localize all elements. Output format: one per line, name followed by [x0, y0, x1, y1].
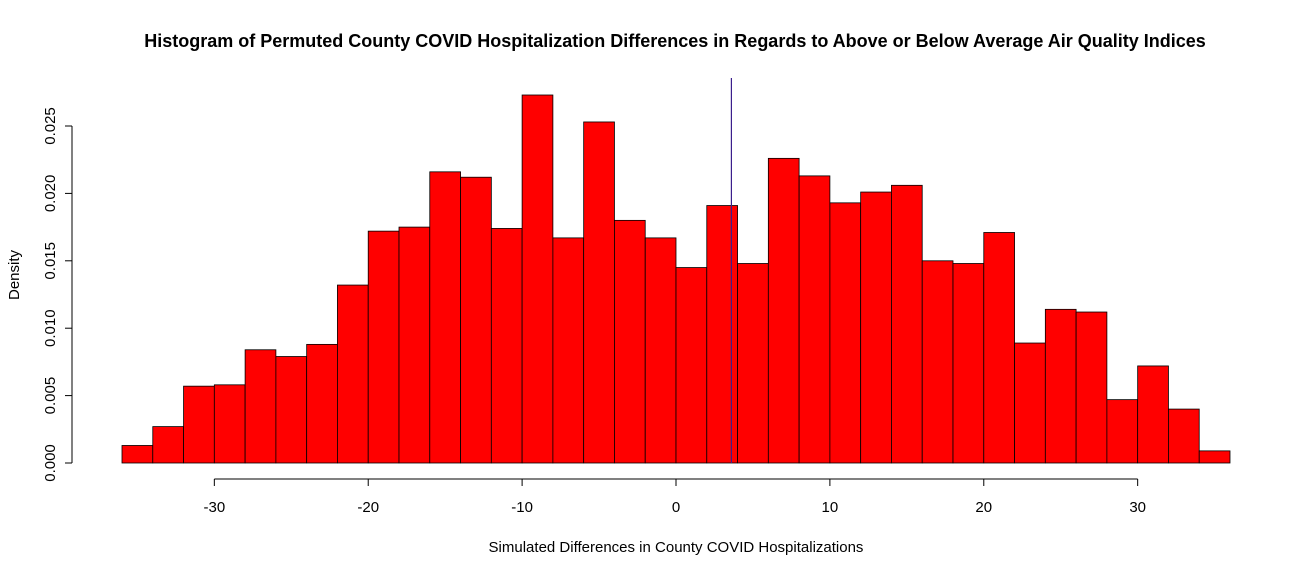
x-tick-label: 10 [822, 499, 839, 516]
histogram-bar [644, 237, 677, 464]
histogram-bar [1137, 365, 1169, 464]
histogram-bar [213, 384, 246, 464]
histogram-bar [675, 267, 708, 464]
histogram-bar [490, 228, 523, 464]
histogram-bar [552, 237, 585, 464]
histogram-bar [583, 121, 615, 464]
x-axis-label: Simulated Differences in County COVID Ho… [489, 539, 864, 556]
histogram-bar [1075, 311, 1108, 464]
histogram-bar [767, 157, 800, 464]
y-tick-label: 0.000 [42, 444, 59, 482]
y-tick-label: 0.010 [42, 309, 59, 347]
x-tick-label: -20 [357, 499, 379, 516]
histogram-bar [275, 356, 308, 464]
histogram-bar [429, 171, 461, 464]
histogram-bar [152, 426, 184, 464]
histogram-bar [367, 230, 400, 464]
y-tick-label: 0.005 [42, 377, 59, 415]
histogram-bar [829, 202, 862, 464]
histogram-bar [1168, 408, 1200, 464]
histogram-bar [121, 445, 154, 464]
histogram-bar [921, 260, 954, 464]
histogram-bar [1044, 308, 1077, 464]
x-tick-label: 20 [975, 499, 992, 516]
x-tick-label: -30 [203, 499, 225, 516]
histogram-bar [1014, 342, 1046, 464]
y-tick-label: 0.025 [42, 107, 59, 145]
histogram-bar [891, 184, 923, 464]
histogram-bar [983, 232, 1015, 464]
histogram-bar [521, 94, 554, 464]
y-tick-label: 0.020 [42, 175, 59, 213]
histogram-bar [737, 263, 769, 464]
histogram-bar [183, 385, 215, 464]
histogram-bar [614, 219, 646, 464]
x-axis: -30 -20 -10 0 10 20 30 [203, 478, 1146, 516]
histogram-bar [337, 284, 369, 464]
histogram-bar [952, 263, 985, 464]
histogram-bar [1198, 450, 1231, 464]
histogram-bar [798, 175, 831, 464]
histogram-bar [860, 191, 892, 464]
y-axis: 0.000 0.005 0.010 0.015 0.020 0.025 [42, 107, 73, 482]
histogram-bar [244, 349, 277, 464]
histogram-bar [398, 226, 431, 464]
x-tick-label: 30 [1129, 499, 1146, 516]
y-axis-label: Density [6, 249, 23, 300]
x-tick-label: -10 [511, 499, 533, 516]
histogram-bar [1106, 399, 1139, 464]
x-tick-label: 0 [672, 499, 680, 516]
y-tick-label: 0.015 [42, 242, 59, 280]
chart-title: Histogram of Permuted County COVID Hospi… [144, 31, 1206, 51]
histogram-bar [706, 205, 738, 464]
histogram-bar [306, 343, 338, 464]
histogram-bars [121, 94, 1231, 464]
histogram-bar [460, 176, 492, 464]
